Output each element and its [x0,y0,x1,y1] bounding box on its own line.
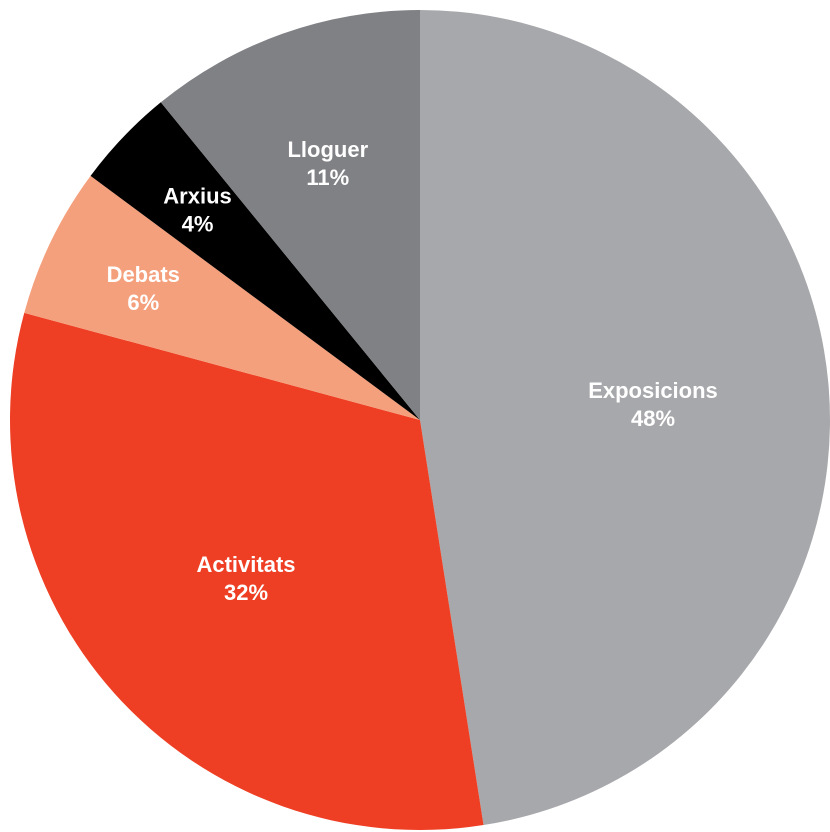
slice-value-lloguer: 11% [306,165,349,190]
slice-value-arxius: 4% [182,212,214,237]
slice-value-debats: 6% [127,290,159,315]
slice-value-exposicions: 48% [631,406,675,431]
slice-label-lloguer: Lloguer [287,137,368,162]
pie-slice-activitats [10,312,484,830]
slice-labels: Exposicions 48% Activitats 32% Debats 6% Arxiu… [107,137,718,605]
pie-slice-exposicions [420,10,830,826]
slice-label-activitats: Activitats [196,552,295,577]
slice-value-activitats: 32% [224,580,268,605]
pie-slice-arxius [90,102,420,420]
pie-slice-lloguer [160,10,420,420]
pie-slices [10,10,830,830]
slice-label-arxius: Arxius [163,184,231,209]
slice-label-debats: Debats [107,262,180,287]
pie-slice-debats [24,175,421,420]
slice-label-exposicions: Exposicions [588,378,718,403]
